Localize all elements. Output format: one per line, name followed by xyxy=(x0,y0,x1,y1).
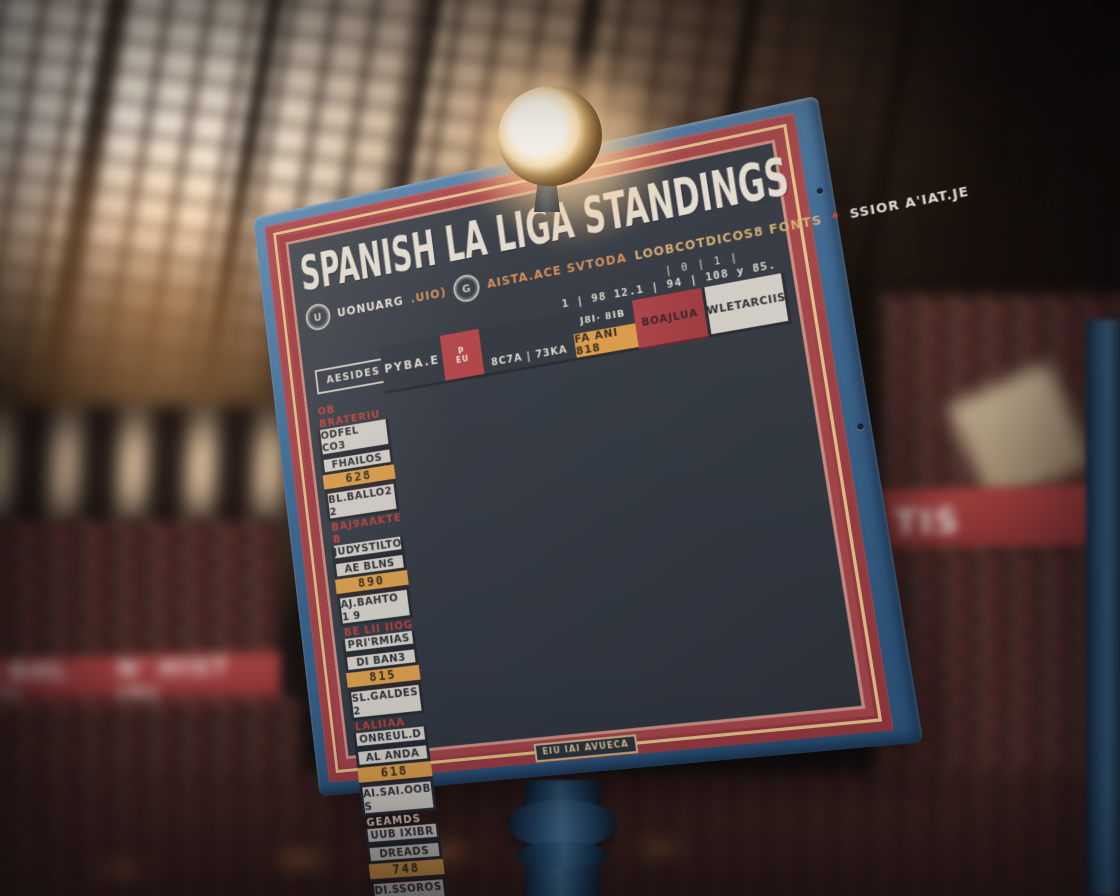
header-col7: WLETARCIIS xyxy=(701,272,792,338)
header-col5: J8I· 8IB FA ANI 818 xyxy=(570,300,639,361)
stand-arches-left xyxy=(0,405,285,535)
header-col6: BOAJLUA xyxy=(631,287,710,350)
header-team-label: AESIDES xyxy=(314,356,385,395)
club-crest-icon: U xyxy=(304,301,332,333)
bolt-icon xyxy=(856,422,865,431)
header-crest-badge: P EU xyxy=(439,328,486,384)
bolt-icon xyxy=(816,187,824,195)
subtitle-brand-suffix: .UIO) xyxy=(409,285,448,306)
ad-text: TIS xyxy=(893,501,962,544)
header-col2: PYBA.E xyxy=(378,336,446,395)
crest-badge-bottom: EU xyxy=(455,353,470,365)
ad-banner-right: TIS LO xyxy=(880,481,1120,557)
support-pole-right xyxy=(1086,320,1120,896)
